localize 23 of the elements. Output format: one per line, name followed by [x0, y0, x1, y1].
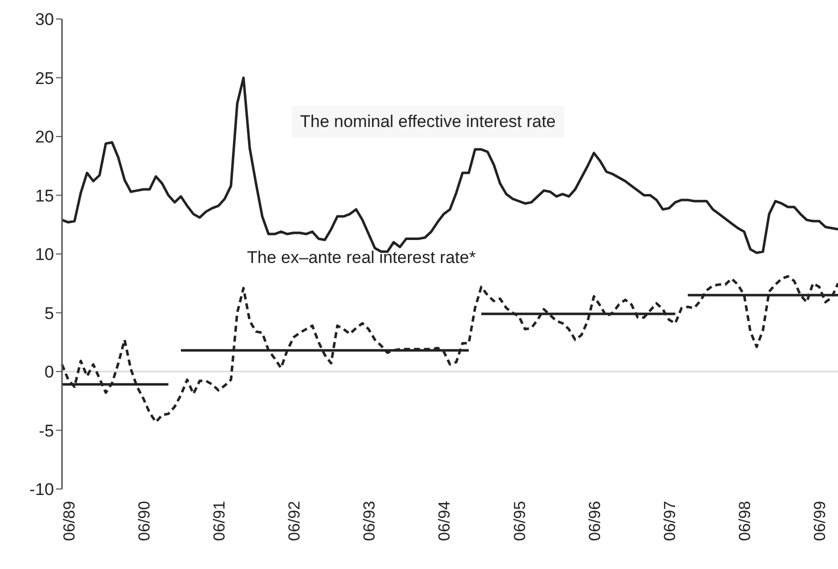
- y-tick-label: 0: [44, 362, 54, 382]
- series-label: The ex–ante real interest rate*: [246, 248, 477, 268]
- y-tick-label: -10: [29, 480, 54, 500]
- y-tick-label: 5: [44, 304, 54, 323]
- x-tick-label: 06/89: [61, 500, 78, 542]
- x-tick-label: 06/93: [362, 500, 379, 542]
- y-tick-label: 10: [35, 245, 54, 264]
- y-tick-label: 25: [35, 68, 54, 88]
- line-series: [60, 275, 838, 424]
- y-tick-label: 15: [35, 186, 54, 206]
- y-tick-label: 30: [35, 10, 54, 30]
- x-tick-label: 06/97: [662, 500, 680, 542]
- x-tick-label: 06/95: [512, 500, 529, 542]
- x-tick-label: 06/92: [286, 500, 304, 542]
- x-tick-label: 06/96: [586, 500, 604, 542]
- y-tick-label: -5: [38, 421, 54, 440]
- x-tick-label: 06/99: [812, 500, 830, 542]
- x-tick-label: 06/91: [211, 500, 228, 542]
- y-tick-label: 20: [35, 128, 54, 147]
- x-tick-label: 06/90: [136, 500, 154, 542]
- x-tick-label: 06/98: [737, 500, 754, 542]
- text: The nominal effective interest rate: [292, 106, 564, 138]
- x-tick-label: 06/94: [436, 500, 454, 542]
